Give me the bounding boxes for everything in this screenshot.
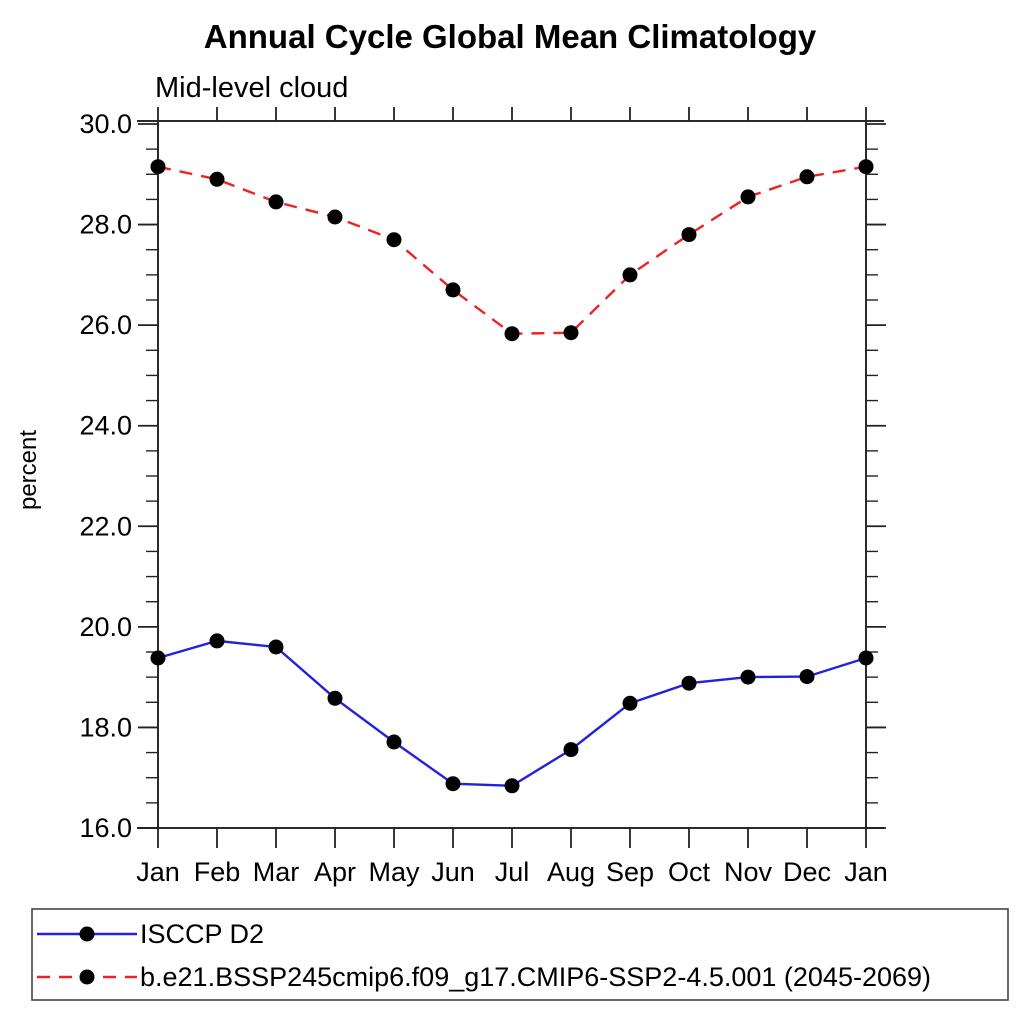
data-point-model — [445, 282, 461, 298]
data-point-model — [150, 159, 166, 175]
data-point-model — [681, 227, 697, 243]
data-point-model — [622, 267, 638, 283]
x-tick-label: Jul — [495, 857, 530, 887]
data-point-isccp-d2 — [740, 669, 756, 685]
y-tick-label: 18.0 — [79, 712, 132, 742]
data-point-isccp-d2 — [563, 742, 579, 758]
series-layer — [150, 159, 874, 794]
x-tick-label: Apr — [314, 857, 356, 887]
data-point-model — [504, 326, 520, 342]
data-point-model — [858, 159, 874, 175]
series-line-model — [157, 165, 867, 335]
data-point-model — [268, 194, 284, 210]
y-tick-label: 26.0 — [79, 310, 132, 340]
data-point-isccp-d2 — [504, 778, 520, 794]
y-tick-label: 24.0 — [79, 411, 132, 441]
legend-marker-model — [79, 969, 95, 985]
axis-tick-labels: 16.0 18.0 20.0 22.0 24.0 26.0 28.0 30.0 Jan Feb Ma… — [79, 109, 887, 887]
x-tick-label: Jan — [136, 857, 180, 887]
data-point-isccp-d2 — [268, 639, 284, 655]
x-tick-label: Aug — [547, 857, 595, 887]
series-line-isccp-d2 — [157, 639, 867, 788]
y-axis-label: percent — [15, 430, 42, 510]
legend-label-isccp-d2: ISCCP D2 — [140, 919, 264, 949]
data-point-model — [327, 209, 343, 225]
y-tick-label: 16.0 — [79, 813, 132, 843]
x-tick-label: Jun — [431, 857, 475, 887]
x-tick-label: May — [368, 857, 420, 887]
data-point-model — [799, 169, 815, 185]
chart-subtitle: Mid-level cloud — [155, 72, 348, 104]
legend-entry-isccp: ISCCP D2 — [37, 919, 264, 949]
x-tick-label: Oct — [668, 857, 711, 887]
data-point-isccp-d2 — [622, 695, 638, 711]
data-point-model — [209, 171, 225, 187]
x-tick-label: Dec — [783, 857, 831, 887]
data-point-isccp-d2 — [386, 734, 402, 750]
legend: ISCCP D2 b.e21.BSSP245cmip6.f09_g17.CMIP… — [31, 908, 1009, 1001]
x-tick-label: Nov — [724, 857, 773, 887]
x-tick-label: Sep — [606, 857, 654, 887]
x-tick-label: Mar — [253, 857, 300, 887]
legend-label-model: b.e21.BSSP245cmip6.f09_g17.CMIP6-SSP2-4.… — [140, 962, 931, 992]
chart-title: Annual Cycle Global Mean Climatology — [204, 18, 817, 55]
axis-ticks — [138, 107, 886, 848]
data-point-isccp-d2 — [858, 650, 874, 666]
legend-marker-isccp-d2 — [79, 926, 95, 942]
y-tick-label: 20.0 — [79, 612, 132, 642]
y-tick-label: 30.0 — [79, 109, 132, 139]
data-point-isccp-d2 — [209, 633, 225, 649]
x-tick-label: Feb — [194, 857, 241, 887]
plot-frame — [137, 120, 884, 829]
legend-entry-model: b.e21.BSSP245cmip6.f09_g17.CMIP6-SSP2-4.… — [37, 962, 931, 992]
y-tick-label: 28.0 — [79, 210, 132, 240]
data-point-isccp-d2 — [445, 776, 461, 792]
legend-box — [31, 908, 1009, 1001]
data-point-model — [563, 325, 579, 341]
x-tick-label: Jan — [844, 857, 888, 887]
data-point-isccp-d2 — [681, 675, 697, 691]
data-point-isccp-d2 — [150, 650, 166, 666]
data-point-model — [740, 189, 756, 205]
y-tick-label: 22.0 — [79, 511, 132, 541]
data-point-isccp-d2 — [799, 669, 815, 685]
data-point-isccp-d2 — [327, 690, 343, 706]
data-point-model — [386, 232, 402, 248]
